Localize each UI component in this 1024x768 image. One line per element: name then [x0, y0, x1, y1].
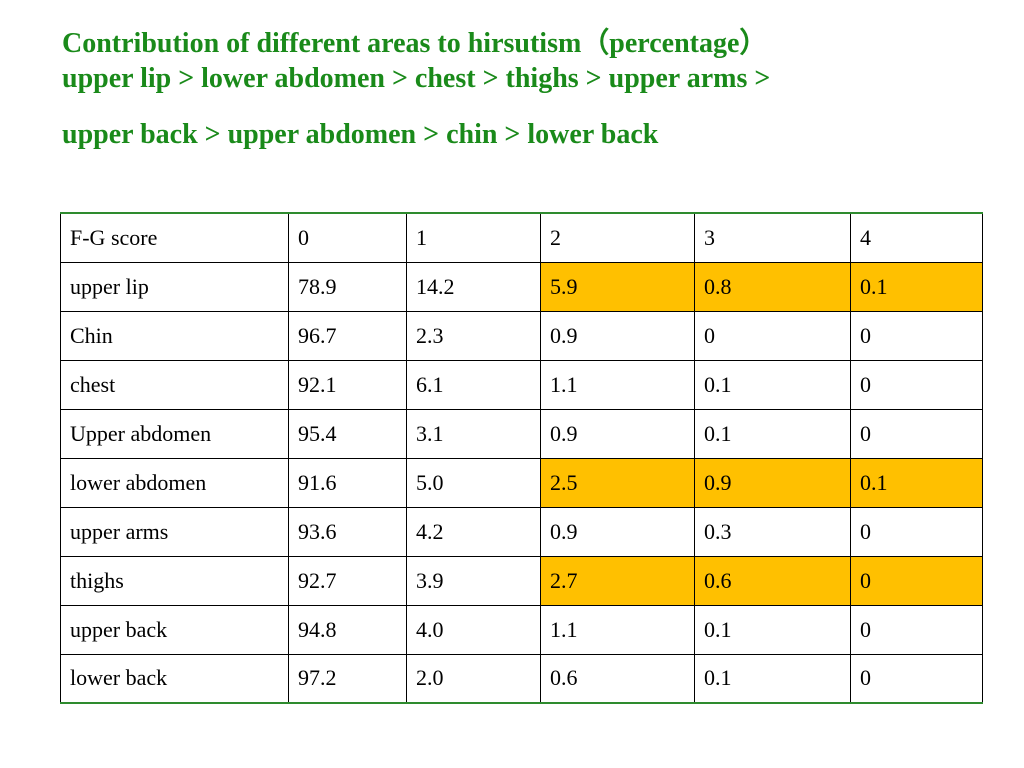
table-cell: 0.1 [694, 359, 851, 410]
header-cell: 1 [406, 212, 541, 263]
table-cell: 0.9 [540, 506, 695, 557]
header-cell: 0 [288, 212, 407, 263]
title-line-2: upper lip > lower abdomen > chest > thig… [62, 63, 771, 94]
table-header-row: F-G score 0 1 2 3 4 [60, 212, 983, 263]
table-cell: 3.1 [406, 408, 541, 459]
row-label: Upper abdomen [60, 408, 289, 459]
header-cell: 3 [694, 212, 851, 263]
table-cell-highlighted: 2.5 [540, 457, 695, 508]
header-cell: 2 [540, 212, 695, 263]
table-cell: 3.9 [406, 555, 541, 606]
table-cell-highlighted: 0 [850, 555, 983, 606]
table-cell: 0.1 [694, 604, 851, 655]
table-cell-highlighted: 0.6 [694, 555, 851, 606]
row-label: lower abdomen [60, 457, 289, 508]
table-cell-highlighted: 2.7 [540, 555, 695, 606]
table-cell: 1.1 [540, 359, 695, 410]
table-cell: 0.3 [694, 506, 851, 557]
table-cell: 0 [850, 310, 983, 361]
table-cell: 93.6 [288, 506, 407, 557]
table-cell: 0 [850, 408, 983, 459]
table-cell: 0 [850, 359, 983, 410]
table-cell: 92.1 [288, 359, 407, 410]
table-cell: 0 [850, 653, 983, 704]
table-cell: 96.7 [288, 310, 407, 361]
title-line-3: upper back > upper abdomen > chin > lowe… [62, 119, 659, 150]
table-cell: 0 [850, 604, 983, 655]
table-row: chest 92.1 6.1 1.1 0.1 0 [60, 359, 983, 410]
table-cell-highlighted: 5.9 [540, 261, 695, 312]
table-row: lower back 97.2 2.0 0.6 0.1 0 [60, 653, 983, 704]
row-label: Chin [60, 310, 289, 361]
table-cell-highlighted: 0.8 [694, 261, 851, 312]
row-label: chest [60, 359, 289, 410]
header-cell: F-G score [60, 212, 289, 263]
table-cell-highlighted: 0.1 [850, 261, 983, 312]
table-cell: 0 [850, 506, 983, 557]
fg-score-table: F-G score 0 1 2 3 4 upper lip 78.9 14.2 … [60, 212, 983, 704]
table-cell: 4.0 [406, 604, 541, 655]
table-cell: 6.1 [406, 359, 541, 410]
row-label: upper arms [60, 506, 289, 557]
table-cell: 2.3 [406, 310, 541, 361]
table-cell-highlighted: 0.9 [694, 457, 851, 508]
table-row: thighs 92.7 3.9 2.7 0.6 0 [60, 555, 983, 606]
table-cell: 0.1 [694, 408, 851, 459]
table-row: Chin 96.7 2.3 0.9 0 0 [60, 310, 983, 361]
row-label: upper back [60, 604, 289, 655]
row-label: upper lip [60, 261, 289, 312]
table-cell-highlighted: 0.1 [850, 457, 983, 508]
header-cell: 4 [850, 212, 983, 263]
table-cell: 91.6 [288, 457, 407, 508]
table-row: Upper abdomen 95.4 3.1 0.9 0.1 0 [60, 408, 983, 459]
title-line-1: Contribution of different areas to hirsu… [62, 28, 768, 59]
table-cell: 0.6 [540, 653, 695, 704]
table-cell: 0.9 [540, 310, 695, 361]
page-title: Contribution of different areas to hirsu… [62, 26, 992, 152]
table-row: upper arms 93.6 4.2 0.9 0.3 0 [60, 506, 983, 557]
table-cell: 0 [694, 310, 851, 361]
table-cell: 94.8 [288, 604, 407, 655]
table-cell: 5.0 [406, 457, 541, 508]
table-cell: 0.1 [694, 653, 851, 704]
table-cell: 2.0 [406, 653, 541, 704]
table-cell: 14.2 [406, 261, 541, 312]
table-cell: 78.9 [288, 261, 407, 312]
table-cell: 4.2 [406, 506, 541, 557]
table-cell: 97.2 [288, 653, 407, 704]
table-row: lower abdomen 91.6 5.0 2.5 0.9 0.1 [60, 457, 983, 508]
table-cell: 0.9 [540, 408, 695, 459]
row-label: thighs [60, 555, 289, 606]
table-cell: 1.1 [540, 604, 695, 655]
table-cell: 95.4 [288, 408, 407, 459]
row-label: lower back [60, 653, 289, 704]
table-row: upper back 94.8 4.0 1.1 0.1 0 [60, 604, 983, 655]
table-row: upper lip 78.9 14.2 5.9 0.8 0.1 [60, 261, 983, 312]
table-cell: 92.7 [288, 555, 407, 606]
